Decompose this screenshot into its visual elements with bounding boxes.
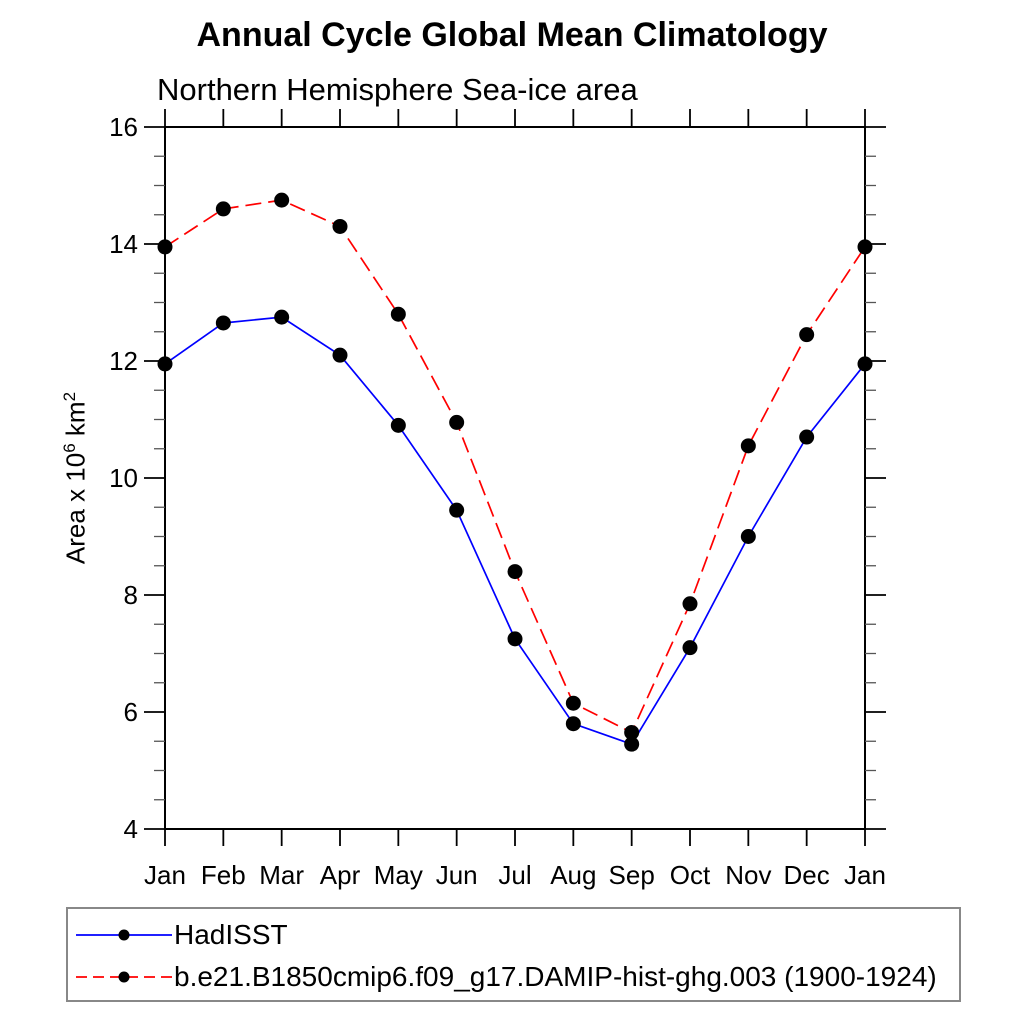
svg-text:16: 16 <box>109 112 138 142</box>
legend-sample-line-dashed <box>76 971 172 983</box>
svg-text:Mar: Mar <box>259 860 304 890</box>
svg-text:Sep: Sep <box>609 860 655 890</box>
legend-label: b.e21.B1850cmip6.f09_g17.DAMIP-hist-ghg.… <box>174 961 937 992</box>
chart-subtitle: Northern Hemisphere Sea-ice area <box>157 72 638 107</box>
legend-item-hadisst: HadISST <box>72 916 288 954</box>
svg-text:Oct: Oct <box>670 860 711 890</box>
svg-text:Jun: Jun <box>436 860 478 890</box>
svg-text:Apr: Apr <box>320 860 361 890</box>
legend-label: HadISST <box>174 919 288 950</box>
legend-sample-line-solid <box>76 929 172 941</box>
svg-text:Jan: Jan <box>844 860 886 890</box>
legend: HadISST b.e21.B1850cmip6.f09_g17.DAMIP-h… <box>66 907 961 1002</box>
svg-text:Aug: Aug <box>550 860 596 890</box>
page-title: Annual Cycle Global Mean Climatology <box>196 16 828 54</box>
svg-text:Jul: Jul <box>498 860 531 890</box>
svg-text:4: 4 <box>124 814 138 844</box>
svg-text:14: 14 <box>109 229 138 259</box>
svg-text:Jan: Jan <box>144 860 186 890</box>
legend-item-model: b.e21.B1850cmip6.f09_g17.DAMIP-hist-ghg.… <box>72 958 937 996</box>
svg-text:8: 8 <box>124 580 138 610</box>
svg-text:May: May <box>374 860 423 890</box>
svg-text:Nov: Nov <box>725 860 771 890</box>
svg-text:Dec: Dec <box>784 860 830 890</box>
svg-text:10: 10 <box>109 463 138 493</box>
svg-text:Feb: Feb <box>201 860 246 890</box>
svg-text:6: 6 <box>124 697 138 727</box>
svg-text:12: 12 <box>109 346 138 376</box>
